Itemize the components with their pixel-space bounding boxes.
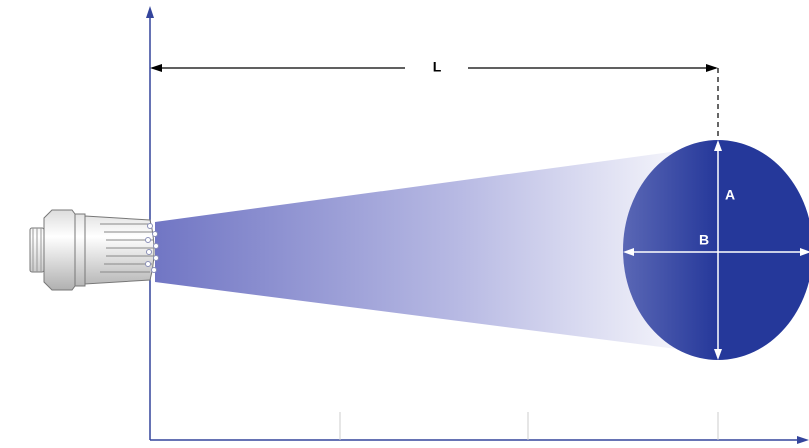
arrowhead (623, 248, 634, 256)
arrowhead (714, 140, 722, 151)
length-label: L (433, 59, 442, 75)
x-arrow (797, 436, 809, 444)
spray-cone (155, 148, 700, 352)
height-label: A (725, 187, 735, 203)
arrowhead (800, 248, 809, 256)
arrowhead (150, 64, 162, 72)
ellipse-axes (629, 146, 805, 354)
arrowhead (714, 349, 722, 360)
length-dimension (152, 67, 719, 140)
arrowhead (706, 64, 718, 72)
ticks (339, 412, 719, 440)
spray-ellipse (623, 140, 809, 360)
nozzle (29, 209, 159, 291)
width-label: B (699, 232, 709, 248)
y-arrow (146, 6, 154, 18)
